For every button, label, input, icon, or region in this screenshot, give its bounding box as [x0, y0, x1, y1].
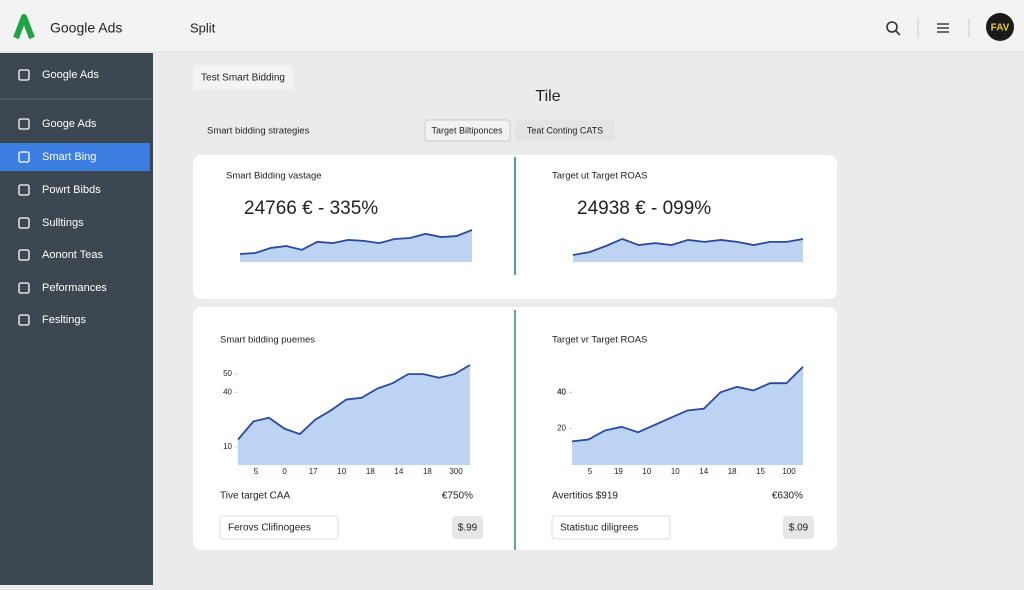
- stat-value: €630%: [772, 491, 803, 502]
- input[interactable]: [219, 515, 339, 540]
- x-tick-label: 10: [337, 467, 346, 476]
- nav-item[interactable]: Sulltings: [42, 217, 84, 229]
- nav-icon: [18, 69, 30, 81]
- x-tick-label: 18: [366, 467, 375, 476]
- nav-item[interactable]: Powrt Bibds: [42, 184, 101, 196]
- nav-icon: [18, 151, 30, 163]
- input-text: Statistuc diligrees: [560, 523, 638, 534]
- metric: 24938 € - 099%: [577, 198, 711, 219]
- metric: 24766 € - 335%: [244, 198, 378, 219]
- stat-value: €750%: [442, 491, 473, 502]
- x-tick-label: 14: [394, 467, 403, 476]
- nav-item[interactable]: Peformances: [42, 282, 107, 294]
- sidebar: [0, 53, 153, 585]
- nav-item[interactable]: Aonont Teas: [42, 249, 103, 261]
- x-tick-label: 19: [614, 467, 623, 476]
- x-tick-label: 0: [282, 467, 287, 476]
- tab[interactable]: [424, 119, 511, 142]
- price-pill: [452, 516, 483, 539]
- tab-label: Teat Conting CATS: [527, 125, 603, 135]
- y-tick-label: 10: [223, 442, 232, 451]
- line: [572, 237, 804, 256]
- y-tick-label: 40: [557, 387, 566, 396]
- nav-item[interactable]: Fesltings: [42, 314, 87, 326]
- nav-item[interactable]: Smart Bing: [42, 151, 96, 163]
- area-fill: [572, 366, 803, 465]
- menu-icon[interactable]: [937, 23, 949, 33]
- stat-label: Tive target CAA: [220, 491, 291, 502]
- line: [237, 364, 471, 441]
- y-tick-label: 40: [223, 387, 232, 396]
- avatar-text: FAV: [991, 23, 1010, 34]
- x-tick-label: 5: [588, 467, 593, 476]
- x-tick-label: 15: [756, 467, 765, 476]
- logo: [13, 14, 35, 40]
- area-fill: [240, 230, 472, 262]
- x-tick-label: 18: [423, 467, 432, 476]
- x-tick-label: 5: [254, 467, 259, 476]
- nav-icon: [18, 282, 30, 294]
- price: $.09: [789, 523, 809, 534]
- nav-icon: [18, 249, 30, 261]
- nav-icon: [18, 217, 30, 229]
- product-name: Google Ads: [50, 20, 122, 36]
- y-tick-label: 20: [557, 424, 566, 433]
- input-text: Ferovs Clifinogees: [228, 523, 311, 534]
- x-tick-label: 14: [699, 467, 708, 476]
- y-tick-label: 50: [223, 369, 232, 378]
- card-title: Target ut Target ROAS: [552, 171, 647, 182]
- charts: Smart Bidding vastage 24766 € - 335% Targe…: [219, 171, 814, 540]
- area-fill: [573, 238, 803, 262]
- area-fill: [238, 365, 470, 465]
- x-tick-label: 10: [642, 467, 651, 476]
- nav-icon: [18, 314, 30, 326]
- active-item: [0, 143, 150, 171]
- y-tick-label: 40: [557, 387, 566, 396]
- card-title: Target vr Target ROAS: [552, 335, 647, 346]
- tab-label: Target Biltiponces: [431, 125, 503, 135]
- x-tick-label: 10: [671, 467, 680, 476]
- card-title: Smart Bidding vastage: [226, 171, 322, 182]
- title: Tile: [535, 88, 560, 105]
- x-tick-label: 100: [782, 467, 796, 476]
- nav-icon: [18, 118, 30, 130]
- price-pill: [783, 516, 814, 539]
- line: [239, 229, 473, 255]
- avatar[interactable]: [986, 13, 1014, 41]
- sidebar-items: Google Ads Googe Ads Smart Bing Powrt Bibds…: [0, 69, 153, 326]
- button[interactable]: [193, 65, 293, 90]
- stat-label: Avertitios $919: [552, 491, 618, 502]
- nav-item[interactable]: Google Ads: [42, 69, 99, 81]
- card-title: Smart bidding puemes: [220, 335, 315, 346]
- input[interactable]: [551, 515, 671, 540]
- page-name: Split: [190, 20, 216, 35]
- tab[interactable]: [515, 120, 615, 141]
- price: $.99: [458, 523, 478, 534]
- x-tick-label: 300: [449, 467, 463, 476]
- x-tick-label: 17: [309, 467, 318, 476]
- nav-item[interactable]: Googe Ads: [42, 118, 97, 130]
- button-label: Test Smart Bidding: [201, 73, 285, 84]
- label: Smart bidding strategies: [207, 126, 310, 137]
- line: [571, 366, 804, 443]
- search-icon[interactable]: [886, 21, 901, 36]
- nav-icon: [18, 184, 30, 196]
- top-bar: [0, 0, 1024, 52]
- x-tick-label: 18: [728, 467, 737, 476]
